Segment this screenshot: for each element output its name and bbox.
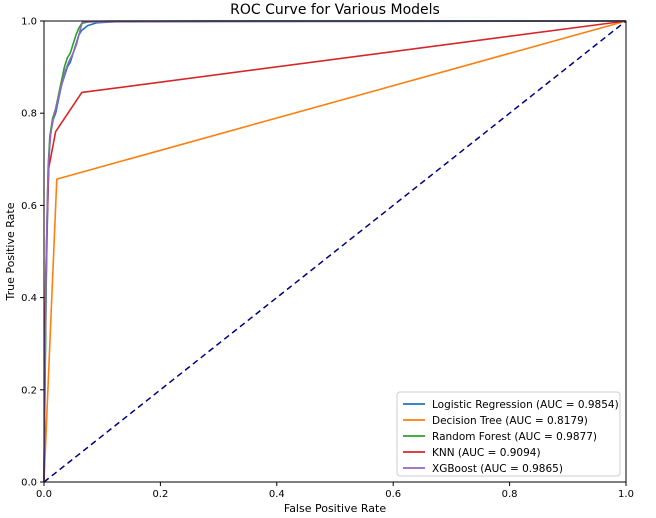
- legend-label-xgboost: XGBoost (AUC = 0.9865): [432, 463, 563, 475]
- y-axis: 0.0 0.2 0.4 0.6 0.8 1.0: [21, 17, 44, 489]
- reference-diagonal-line: [43, 20, 627, 483]
- x-tick-label: 0.8: [502, 489, 518, 500]
- y-tick-label: 0.6: [21, 201, 37, 212]
- x-axis-label: False Positive Rate: [284, 502, 386, 515]
- y-tick-label: 1.0: [21, 17, 37, 28]
- axes-frame: [43, 20, 627, 483]
- legend-label-decision-tree: Decision Tree (AUC = 0.8179): [432, 415, 588, 427]
- legend-label-random-forest: Random Forest (AUC = 0.9877): [432, 431, 597, 443]
- chart-title: ROC Curve for Various Models: [230, 2, 440, 18]
- y-tick-label: 0.4: [21, 293, 37, 304]
- x-tick-label: 0.6: [385, 489, 401, 500]
- y-axis-label: True Positive Rate: [4, 202, 17, 301]
- x-tick-label: 0.4: [269, 489, 285, 500]
- x-tick-label: 0.2: [152, 489, 168, 500]
- x-tick-label: 1.0: [618, 489, 634, 500]
- legend-label-knn: KNN (AUC = 0.9094): [432, 447, 541, 459]
- legend: Logistic Regression (AUC = 0.9854) Decisi…: [396, 391, 621, 477]
- plot-area: [43, 20, 627, 483]
- y-tick-label: 0.8: [21, 109, 37, 120]
- x-axis: 0.0 0.2 0.4 0.6 0.8 1.0: [36, 482, 634, 500]
- legend-box: [396, 391, 621, 477]
- roc-line-xgboost: [43, 20, 627, 483]
- y-tick-label: 0.0: [21, 478, 37, 489]
- x-tick-label: 0.0: [36, 489, 52, 500]
- y-tick-label: 0.2: [21, 385, 37, 396]
- legend-label-logistic-regression: Logistic Regression (AUC = 0.9854): [432, 399, 619, 411]
- roc-line-decision-tree: [43, 20, 627, 483]
